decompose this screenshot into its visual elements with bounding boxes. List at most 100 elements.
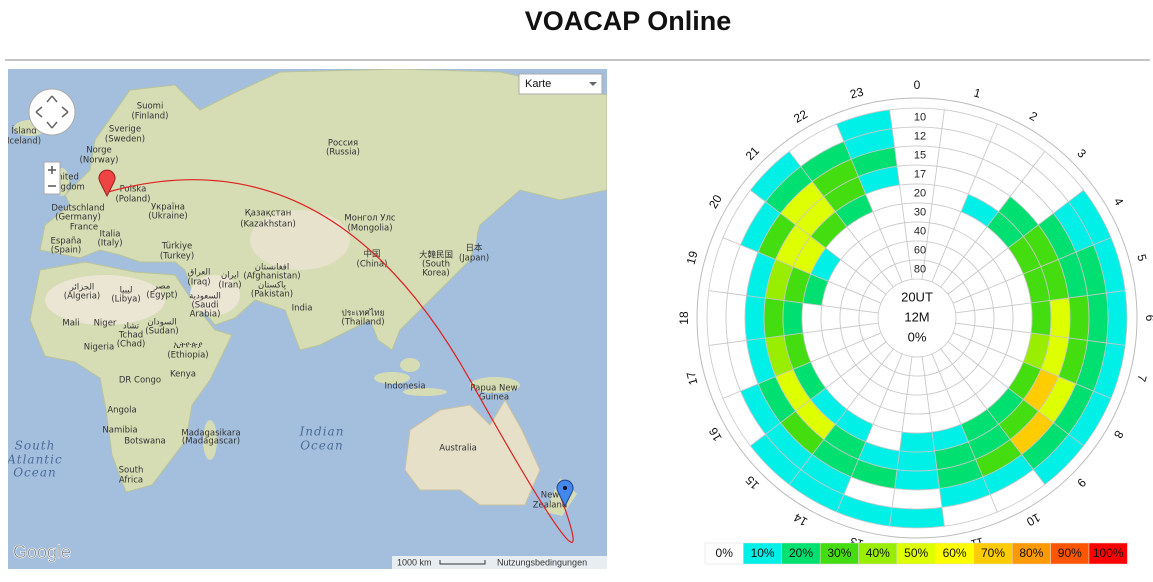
place-label: Sverige (109, 125, 141, 135)
tx-marker[interactable] (98, 169, 116, 198)
place-label: (Ethiopia) (167, 351, 208, 361)
place-label: ليبيا (120, 286, 133, 296)
eurasia (39, 69, 607, 351)
legend-swatch (1088, 542, 1128, 565)
place-label: Mali (62, 319, 79, 329)
place-label: (Poland) (115, 195, 150, 205)
hour-label: 23 (848, 85, 865, 102)
place-label: (Mongolia) (347, 224, 392, 234)
place-label: India (292, 304, 313, 314)
place-label: France (70, 223, 98, 233)
legend-label: 60% (943, 546, 967, 560)
cell (974, 307, 995, 329)
place-label: السودان (147, 318, 176, 328)
place-label: (Spain) (51, 246, 81, 256)
hour-label: 16 (706, 425, 725, 444)
place-label: Россия (328, 139, 358, 149)
scale-bg (392, 556, 607, 569)
place-label: تشاد (123, 322, 140, 332)
place-label: افغانستان (255, 263, 289, 273)
place-label: (Madagascar) (182, 437, 240, 447)
hour-label: 2 (1027, 109, 1040, 125)
cell (763, 297, 785, 339)
place-label: Botswana (124, 437, 166, 447)
hour-label: 7 (1134, 373, 1149, 383)
ocean-label: Ocean (13, 466, 57, 480)
place-label: (Finland) (131, 112, 168, 122)
place-label: (Russia) (326, 148, 360, 158)
place-label: Indonesia (384, 382, 425, 392)
cell (725, 292, 747, 344)
legend-label: 80% (1019, 546, 1043, 560)
cell (782, 300, 804, 336)
place-label: Nigeria (84, 343, 114, 353)
place-label: (China) (357, 260, 388, 270)
place-label: Papua New (470, 384, 517, 394)
hour-label: 10 (1024, 510, 1043, 529)
place-label: (Japan) (459, 254, 489, 264)
place-label: Iceland) (7, 137, 41, 147)
cell (889, 506, 945, 529)
hour-label: 5 (1134, 253, 1149, 263)
band-label: 80 (914, 263, 926, 275)
cell (1030, 300, 1052, 336)
pan-control[interactable] (28, 88, 76, 136)
pan-arrows (35, 95, 69, 129)
hour-label: 21 (743, 143, 763, 163)
place-label: (Sweden) (105, 135, 145, 145)
place-label: Arabia) (190, 310, 221, 320)
cell (894, 469, 940, 491)
cell (901, 412, 933, 434)
legend-label: 0% (716, 546, 734, 560)
marker-dot (563, 486, 567, 490)
place-label: Angola (107, 406, 136, 416)
map-type-select[interactable] (518, 73, 603, 95)
dropdown-arrow (589, 82, 597, 86)
japan (467, 214, 477, 250)
center-label: 0% (908, 329, 927, 344)
legend-label: 20% (789, 546, 813, 560)
place-label: Namibia (102, 426, 137, 436)
rx-marker[interactable] (556, 479, 574, 508)
desert (190, 275, 240, 315)
cell (1087, 292, 1109, 344)
cell (906, 375, 928, 396)
new-guinea (470, 377, 520, 393)
cell (801, 302, 823, 334)
ocean-label: Indian (299, 425, 345, 439)
place-label: (Libya) (111, 295, 140, 305)
place-label: Україна (151, 203, 185, 213)
terms-link[interactable]: Nutzungsbedingungen (497, 557, 587, 567)
place-label: (Saudi (191, 301, 218, 311)
desert (45, 275, 165, 325)
band-label: 20 (914, 187, 926, 199)
hour-label: 8 (1111, 428, 1127, 441)
cell (894, 260, 913, 283)
place-label: (Thailand) (341, 318, 384, 328)
cell (899, 431, 935, 453)
center-label: 12M (904, 309, 929, 324)
place-label: Kenya (170, 370, 196, 380)
island (374, 372, 410, 384)
place-label: DR Congo (119, 376, 161, 386)
legend-label: 90% (1058, 546, 1082, 560)
legend-label: 70% (981, 546, 1005, 560)
cell (706, 290, 729, 346)
place-label: (Iraq) (187, 278, 210, 288)
place-label: (South (422, 260, 450, 270)
place-label: السعودية (189, 292, 221, 302)
hour-label: 17 (684, 370, 701, 387)
map-type-label: Karte (525, 78, 551, 90)
band-label: 15 (914, 149, 926, 161)
hour-label: 6 (1143, 315, 1153, 322)
place-label: New (541, 491, 560, 501)
scale-bar (439, 560, 486, 565)
place-label: Tchad (118, 331, 143, 341)
hour-label: 18 (677, 311, 691, 325)
cell (1105, 290, 1128, 346)
hour-label: 19 (684, 249, 701, 266)
place-label: nited (57, 173, 79, 183)
place-label: Türkiye (161, 242, 192, 252)
